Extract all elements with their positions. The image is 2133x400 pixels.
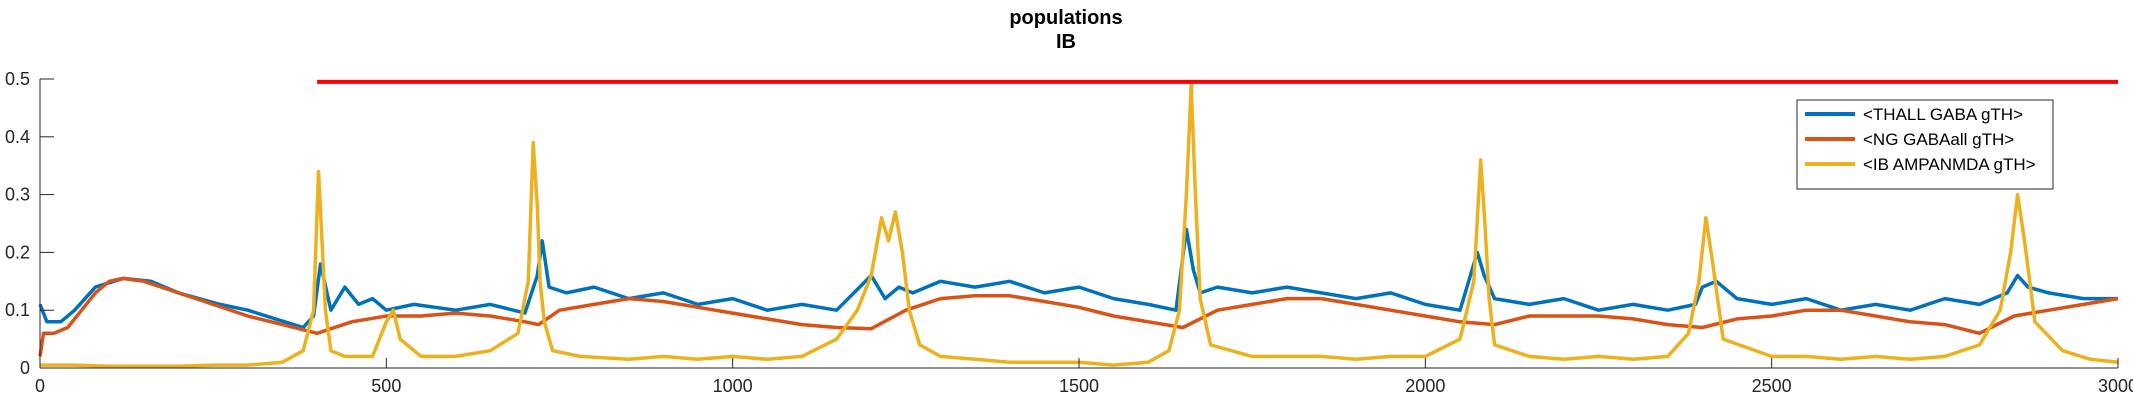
x-tick-label: 1500 (1059, 376, 1099, 396)
y-tick-label: 0 (20, 358, 30, 378)
plot-area (38, 79, 2119, 369)
y-tick-label: 0.1 (5, 300, 30, 320)
y-tick-label: 0.3 (5, 185, 30, 205)
chart-subtitle: IB (1056, 31, 1076, 53)
legend-label: <THALL GABA gTH> (1863, 105, 2023, 124)
x-tick-label: 2000 (1405, 376, 1445, 396)
y-tick-label: 0.2 (5, 242, 30, 262)
x-tick-label: 500 (371, 376, 401, 396)
legend-label: <IB AMPANMDA gTH> (1863, 155, 2036, 174)
chart-title-group: populations IB (1009, 7, 1122, 53)
x-tick-label: 0 (35, 376, 45, 396)
y-tick-label: 0.5 (5, 69, 30, 89)
legend-label: <NG GABAall gTH> (1863, 130, 2014, 149)
x-tick-label: 1000 (713, 376, 753, 396)
y-tick-label: 0.4 (5, 127, 30, 147)
series-line-1 (38, 227, 2118, 330)
series-line-3 (40, 83, 2119, 369)
legend: <THALL GABA gTH> <NG GABAall gTH> <IB AMPA… (1796, 99, 2054, 190)
x-tick-label: 2500 (1752, 376, 1792, 396)
series-line-2 (38, 276, 2119, 357)
chart-title: populations (1009, 7, 1122, 29)
